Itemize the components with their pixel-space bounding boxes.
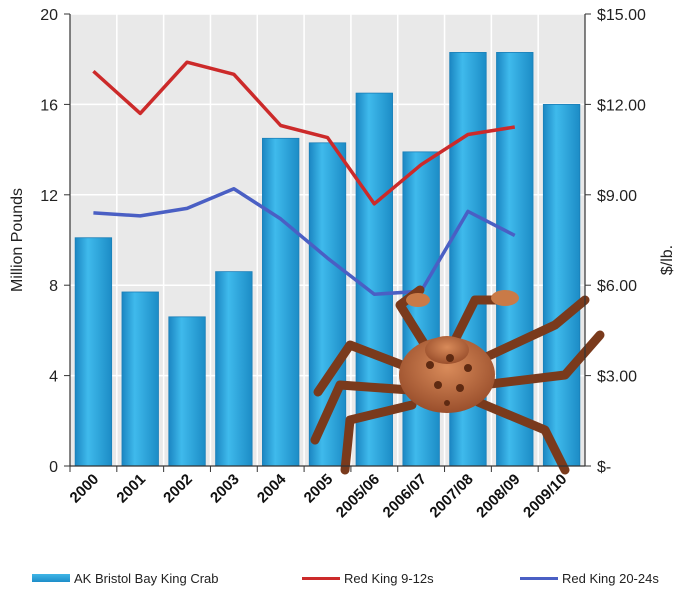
legend-label-bar: AK Bristol Bay King Crab — [74, 570, 219, 586]
red-king-crab-illustration — [310, 285, 605, 475]
x-tick-label: 2000 — [67, 471, 103, 507]
right-tick-label: $12.00 — [597, 97, 646, 114]
right-tick-label: $15.00 — [597, 7, 646, 24]
right-tick-label: $3.00 — [597, 369, 637, 386]
x-tick-label: 2007/08 — [426, 471, 476, 521]
bars-group — [74, 52, 581, 467]
left-tick-label: 4 — [49, 369, 58, 386]
lines-group — [92, 60, 516, 296]
x-tick-label: 2008/09 — [473, 471, 523, 521]
line-series-red-king-20-24s — [93, 187, 516, 296]
left-tick-label: 20 — [40, 7, 58, 24]
legend-item-blue: Red King 20-24s — [520, 567, 659, 589]
x-tick-label: 2005/06 — [333, 471, 383, 521]
x-tick-label: 2003 — [207, 471, 243, 507]
legend-item-bar: AK Bristol Bay King Crab — [32, 567, 219, 589]
right-tick-label: $6.00 — [597, 278, 637, 295]
bar-2005/06 — [355, 92, 393, 467]
bar-2000 — [74, 237, 113, 467]
chart-svg: 0 4 8 12 16 20 $- $3.00 $6.00 $9.00 $12.00 $15.00 20… — [9, 7, 676, 521]
right-tick-label: $- — [597, 459, 611, 476]
x-tick-label: 2001 — [113, 471, 149, 507]
legend-label-blue: Red King 20-24s — [562, 570, 659, 586]
x-tick-label: 2004 — [254, 470, 290, 506]
right-axis-title: $/lb. — [659, 245, 676, 275]
legend-swatch-blue — [520, 576, 558, 580]
bar-2004 — [262, 137, 300, 467]
left-tick-label: 8 — [49, 278, 58, 295]
left-tick-label: 0 — [49, 459, 58, 476]
x-tick-label: 2006/07 — [380, 471, 430, 521]
left-tick-label: 16 — [40, 97, 58, 114]
legend-item-red: Red King 9-12s — [302, 567, 434, 589]
left-tick-label: 12 — [40, 188, 58, 205]
bar-2001 — [121, 291, 159, 467]
bar-2006/07 — [402, 151, 440, 467]
legend-label-red: Red King 9-12s — [344, 570, 434, 586]
bar-2003 — [215, 271, 253, 467]
bar-2009/10 — [542, 104, 581, 467]
x-tick-label: 2005 — [301, 471, 337, 507]
x-tick-label: 2009/10 — [520, 471, 570, 521]
x-tick-label: 2002 — [160, 471, 196, 507]
right-tick-label: $9.00 — [597, 188, 637, 205]
bar-2008/09 — [496, 52, 534, 467]
line-series-red-king-9-12s — [92, 60, 516, 206]
legend-swatch-red — [302, 576, 340, 580]
bar-2002 — [168, 316, 206, 467]
legend: AK Bristol Bay King Crab Red King 9-12s … — [0, 567, 687, 589]
left-axis-title: Million Pounds — [9, 188, 26, 292]
legend-swatch-bar — [32, 574, 70, 582]
